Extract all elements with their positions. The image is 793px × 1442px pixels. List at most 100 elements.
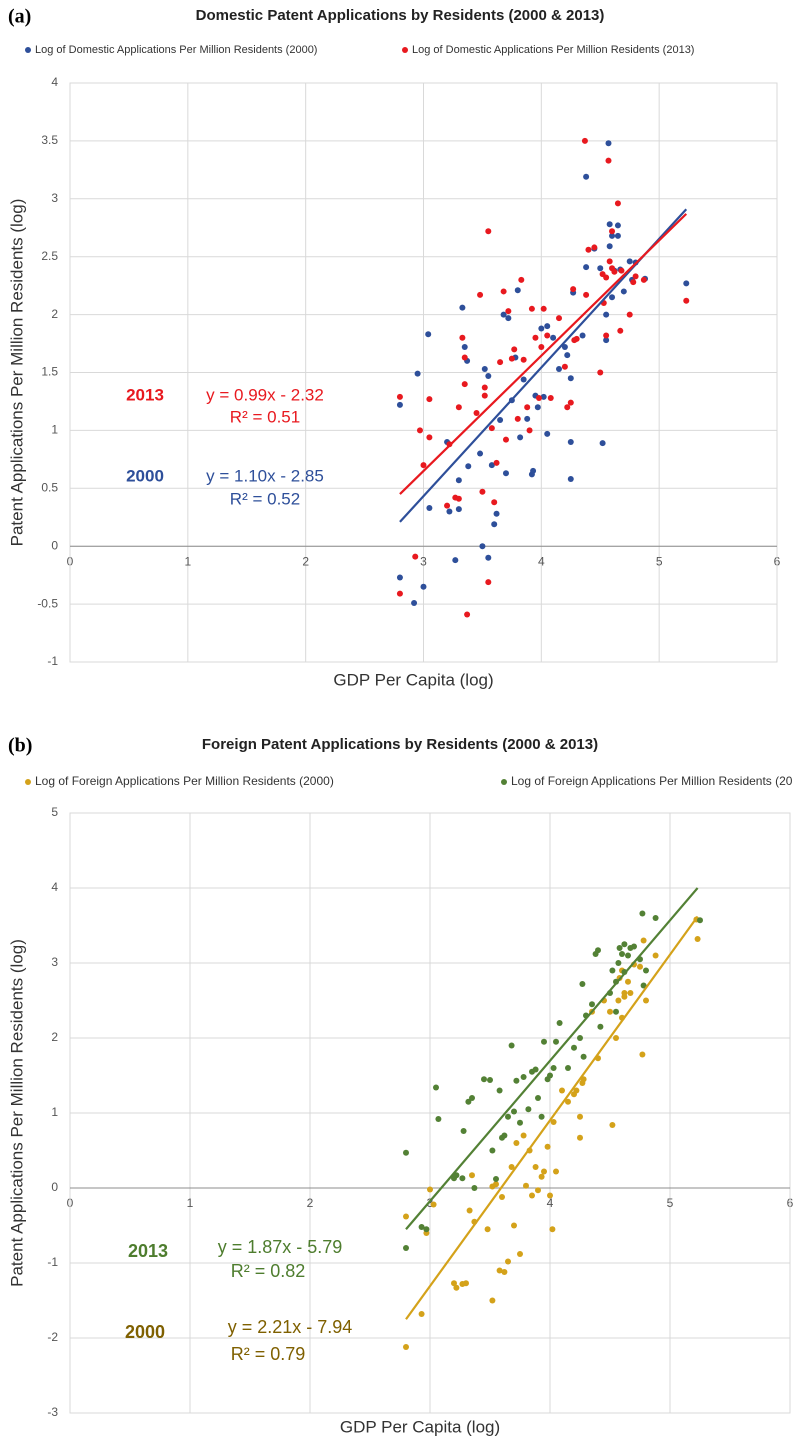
scatter-point	[500, 311, 507, 318]
annotation: y = 1.87x - 5.79	[218, 1237, 343, 1257]
scatter-point	[455, 404, 462, 411]
scatter-point	[694, 936, 701, 942]
scatter-point	[639, 910, 646, 917]
plot-border	[69, 82, 778, 663]
x-tick-label: 2	[302, 554, 309, 568]
panel-label: (a)	[8, 6, 31, 28]
scatter-point	[477, 450, 484, 457]
scatter-point	[481, 392, 488, 399]
trendline	[405, 887, 699, 1230]
legend-marker	[402, 47, 408, 53]
scatter-point	[565, 1065, 571, 1071]
scatter-point	[567, 375, 574, 382]
scatter-point	[606, 221, 613, 228]
scatter-point	[564, 352, 571, 359]
scatter-point	[614, 232, 621, 239]
scatter-point	[418, 1224, 425, 1230]
scatter-point	[595, 947, 601, 954]
annotation: R² = 0.51	[230, 407, 300, 426]
scatter-point	[524, 404, 531, 411]
y-axis-title: Patent Applications Per Million Resident…	[7, 199, 26, 547]
scatter-point	[465, 1098, 472, 1105]
scatter-point	[501, 1269, 508, 1275]
scatter-point	[571, 337, 578, 344]
scatter-point	[535, 394, 542, 401]
scatter-point	[597, 369, 604, 376]
scatter-point	[481, 1076, 487, 1083]
scatter-point	[621, 941, 628, 948]
x-tick-label: 4	[538, 554, 545, 568]
scatter-point	[639, 1051, 646, 1058]
scatter-point	[631, 943, 637, 950]
y-axis-title: Patent Applications Per Million Resident…	[7, 939, 26, 1287]
legend-label: Log of Foreign Applications Per Million …	[35, 774, 334, 788]
scatter-point	[532, 334, 539, 341]
scatter-point	[544, 323, 551, 330]
scatter-point	[603, 311, 610, 318]
scatter-point	[460, 1128, 467, 1134]
scatter-point	[550, 1119, 557, 1125]
scatter-point	[459, 304, 466, 311]
scatter-point	[625, 952, 631, 959]
annotation: R² = 0.82	[231, 1261, 306, 1281]
x-tick-label: 5	[656, 554, 663, 568]
scatter-point	[550, 1065, 557, 1071]
y-tick-label: -0.5	[37, 596, 58, 610]
scatter-point	[577, 1134, 583, 1141]
scatter-point	[526, 427, 533, 434]
scatter-point	[561, 363, 568, 370]
scatter-point	[403, 1245, 409, 1251]
scatter-point	[583, 173, 590, 180]
trendline	[405, 915, 699, 1320]
scatter-point	[652, 915, 659, 921]
scatter-point	[466, 1207, 473, 1214]
scatter-point	[535, 1187, 541, 1194]
scatter-point	[418, 1311, 425, 1317]
annotation: R² = 0.52	[230, 489, 300, 508]
scatter-point	[465, 463, 472, 470]
scatter-point	[640, 276, 647, 283]
scatter-point	[489, 1297, 496, 1304]
scatter-point	[430, 1201, 437, 1208]
scatter-point	[627, 990, 634, 996]
scatter-point	[609, 1122, 616, 1128]
scatter-point	[637, 963, 643, 970]
y-tick-label: 0	[51, 538, 58, 552]
scatter-point	[580, 1053, 587, 1060]
annotation: 2013	[128, 1241, 168, 1261]
x-tick-label: 5	[667, 1196, 674, 1210]
scatter-point	[583, 291, 590, 298]
legend-marker	[25, 47, 31, 53]
scatter-point	[632, 273, 639, 280]
y-tick-label: 0	[51, 1180, 58, 1194]
x-tick-label: 2	[307, 1196, 314, 1210]
scatter-point	[489, 1147, 496, 1154]
scatter-point	[505, 308, 512, 315]
scatter-point	[609, 967, 616, 974]
annotation: y = 2.21x - 7.94	[228, 1317, 353, 1337]
x-axis-title: GDP Per Capita (log)	[340, 1417, 500, 1436]
scatter-point	[508, 1164, 515, 1170]
scatter-point	[496, 1087, 503, 1094]
scatter-point	[502, 470, 509, 477]
scatter-point	[513, 1077, 520, 1084]
scatter-point	[426, 504, 433, 511]
scatter-point	[514, 287, 521, 294]
scatter-point	[605, 140, 612, 147]
scatter-point	[461, 344, 468, 351]
scatter-point	[589, 1001, 595, 1008]
scatter-point	[455, 495, 462, 502]
scatter-point	[640, 982, 647, 989]
scatter-point	[464, 611, 471, 618]
scatter-point	[683, 280, 690, 287]
scatter-point	[556, 315, 563, 322]
y-tick-label: 2	[51, 1030, 58, 1044]
scatter-point	[579, 332, 586, 339]
y-tick-label: 3	[51, 191, 58, 205]
scatter-point	[528, 305, 535, 312]
annotation: y = 0.99x - 2.32	[206, 385, 324, 404]
scatter-point	[469, 1095, 475, 1101]
scatter-point	[530, 467, 537, 474]
scatter-point	[683, 297, 690, 304]
scatter-point	[591, 244, 598, 251]
